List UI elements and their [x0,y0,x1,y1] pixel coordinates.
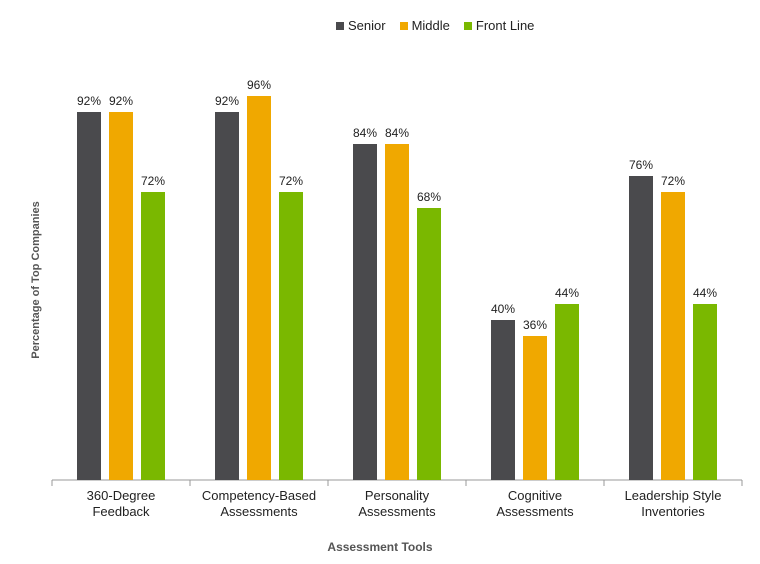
legend-label-middle: Middle [411,18,450,33]
legend-item-front-line: Front Line [463,18,535,33]
legend-swatch-senior [336,21,344,30]
bar [693,304,717,480]
legend-label-front-line: Front Line [475,18,535,33]
bar [215,112,239,480]
bar-value-label: 44% [555,286,579,300]
bar [523,336,547,480]
x-tick-label: 360-Degree [87,488,156,503]
legend-label-senior: Senior [348,18,386,33]
legend-swatch-front-line [463,21,472,30]
bar [491,320,515,480]
bar-value-label: 92% [215,94,239,108]
bar-value-label: 96% [247,78,271,92]
bar-value-label: 40% [491,302,515,316]
legend-swatch-middle [399,21,408,30]
x-tick-label: Inventories [641,504,705,519]
bar-value-label: 92% [109,94,133,108]
bar-value-label: 76% [629,158,653,172]
x-tick-label: Assessments [358,504,436,519]
x-tick-label: Assessments [496,504,574,519]
bar [417,208,441,480]
x-tick-label: Cognitive [508,488,562,503]
x-tick-label: Personality [365,488,430,503]
bar-value-label: 68% [417,190,441,204]
y-axis-title: Percentage of Top Companies [30,201,42,359]
bar [247,96,271,480]
bar-value-label: 92% [77,94,101,108]
bar [555,304,579,480]
bar [385,144,409,480]
bar [353,144,377,480]
legend: Senior Middle Front Line [336,18,534,33]
x-tick-label: Competency-Based [202,488,316,503]
legend-item-senior: Senior [336,18,386,33]
bar [661,192,685,480]
bar [77,112,101,480]
bar-value-label: 84% [385,126,409,140]
x-tick-label: Leadership Style [625,488,722,503]
bar-value-label: 72% [141,174,165,188]
bar [279,192,303,480]
bar [141,192,165,480]
bar-value-label: 72% [661,174,685,188]
bar [629,176,653,480]
x-tick-label: Feedback [92,504,150,519]
legend-item-middle: Middle [399,18,450,33]
bar-value-label: 44% [693,286,717,300]
bar-value-label: 84% [353,126,377,140]
x-axis-title: Assessment Tools [327,540,433,554]
bar [109,112,133,480]
bar-value-label: 72% [279,174,303,188]
bar-value-label: 36% [523,318,547,332]
x-tick-label: Assessments [220,504,298,519]
